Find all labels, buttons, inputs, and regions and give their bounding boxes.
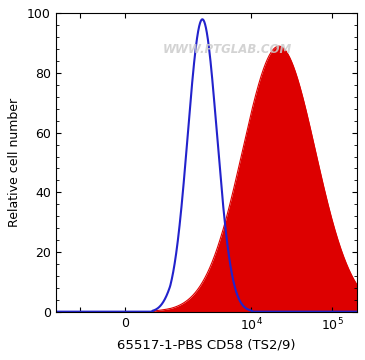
Y-axis label: Relative cell number: Relative cell number <box>8 98 21 227</box>
Text: WWW.PTGLAB.COM: WWW.PTGLAB.COM <box>162 42 292 56</box>
X-axis label: 65517-1-PBS CD58 (TS2/9): 65517-1-PBS CD58 (TS2/9) <box>117 339 295 352</box>
